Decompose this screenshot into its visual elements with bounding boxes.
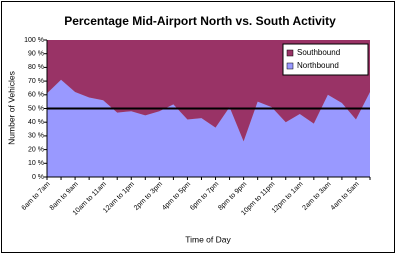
legend-swatch	[286, 49, 294, 57]
legend-label: Northbound	[297, 61, 339, 70]
y-tick-label: 80 %	[28, 64, 44, 71]
legend-box	[282, 43, 369, 76]
y-tick-label: 60 %	[28, 92, 44, 99]
y-tick-label: 50 %	[28, 105, 44, 112]
y-tick-label: 20 %	[28, 146, 44, 153]
y-tick-label: 100 %	[24, 37, 44, 44]
legend-label: Southbound	[297, 48, 340, 57]
y-tick-label: 10 %	[28, 160, 44, 167]
y-tick-label: 70 %	[28, 78, 44, 85]
y-tick-label: 90 %	[28, 51, 44, 58]
legend-swatch	[286, 62, 294, 70]
chart-title: Percentage Mid-Airport North vs. South A…	[64, 14, 336, 28]
y-axis-label: Number of Vehicles	[6, 71, 16, 145]
x-axis-label: Time of Day	[185, 234, 231, 244]
area	[47, 79, 370, 177]
y-tick-label: 30 %	[28, 133, 44, 140]
y-tick-label: 0 %	[32, 174, 44, 181]
y-tick-label: 40 %	[28, 119, 44, 126]
